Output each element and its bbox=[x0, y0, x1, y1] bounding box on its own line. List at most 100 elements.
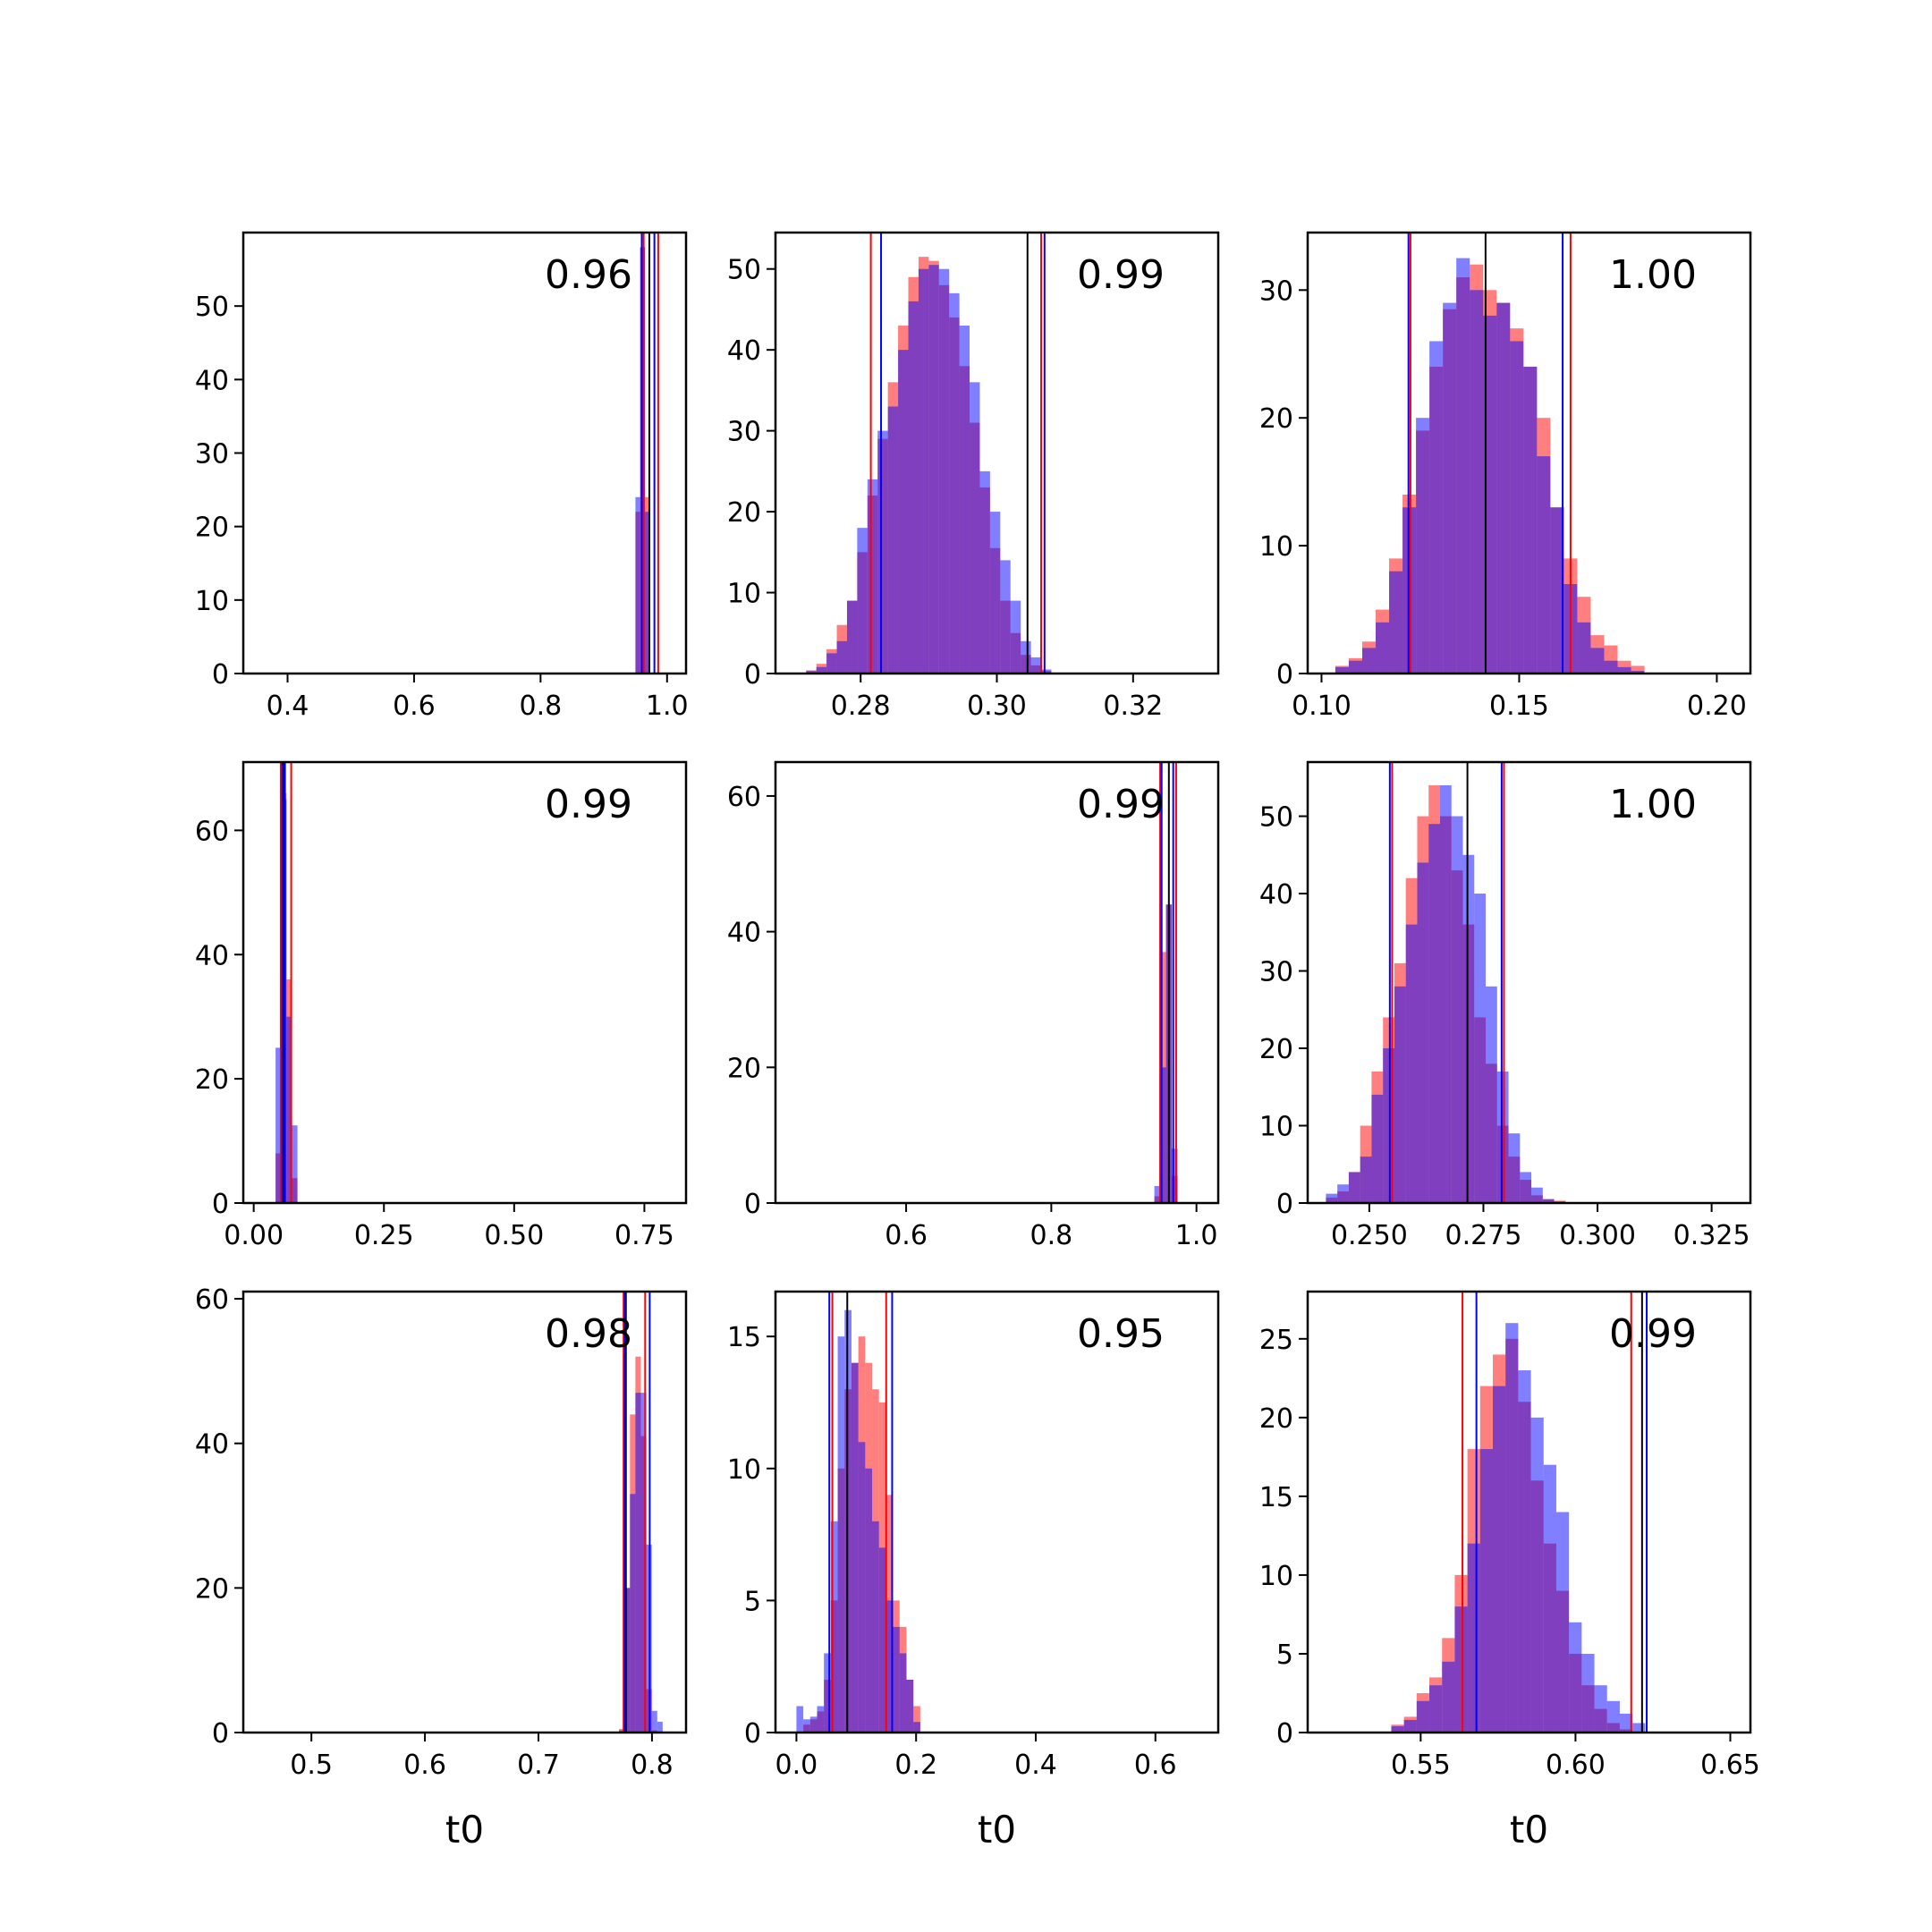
blue-histogram-bar bbox=[846, 600, 858, 674]
y-tick-label: 0 bbox=[1276, 1189, 1293, 1220]
blue-histogram-bar bbox=[1337, 1184, 1349, 1203]
blue-histogram-bar bbox=[830, 1521, 838, 1733]
blue-histogram-bar bbox=[867, 479, 878, 674]
plot-area bbox=[635, 233, 659, 674]
blue-histogram-bar bbox=[1010, 600, 1021, 674]
blue-histogram-bar bbox=[851, 1362, 859, 1733]
blue-histogram-bar bbox=[1000, 560, 1011, 674]
blue-histogram-bar bbox=[645, 512, 650, 674]
panel-score-label: 0.99 bbox=[1609, 1311, 1697, 1357]
x-tick-label: 1.0 bbox=[1175, 1220, 1218, 1251]
blue-histogram-bar bbox=[1508, 1133, 1521, 1203]
x-tick-label: 0.75 bbox=[614, 1220, 674, 1251]
blue-histogram-bar bbox=[635, 1393, 641, 1733]
blue-histogram-bar bbox=[1376, 622, 1390, 674]
x-tick-label: 0.6 bbox=[393, 691, 436, 722]
x-tick-label: 0.00 bbox=[224, 1220, 284, 1251]
blue-histogram-bar bbox=[837, 1336, 845, 1733]
x-tick-label: 0.28 bbox=[831, 691, 891, 722]
blue-histogram-bar bbox=[640, 1393, 647, 1733]
y-tick-label: 40 bbox=[727, 918, 761, 949]
blue-histogram-bar bbox=[1606, 1700, 1620, 1733]
y-tick-label: 15 bbox=[1259, 1482, 1293, 1513]
y-tick-label: 50 bbox=[727, 255, 761, 286]
blue-histogram-bar bbox=[918, 268, 929, 674]
blue-histogram-bar bbox=[1361, 648, 1377, 674]
blue-histogram-bar bbox=[893, 1626, 900, 1733]
blue-histogram-bar bbox=[928, 265, 939, 674]
plot-area bbox=[796, 1292, 920, 1733]
y-tick-label: 20 bbox=[1259, 1403, 1293, 1435]
blue-histogram-bar bbox=[1479, 1449, 1493, 1733]
x-tick-label: 0.55 bbox=[1391, 1750, 1451, 1781]
blue-histogram-bar bbox=[1518, 1370, 1531, 1733]
blue-histogram-bar bbox=[1030, 657, 1041, 674]
blue-histogram-bar bbox=[1569, 1622, 1582, 1733]
blue-histogram-bar bbox=[872, 1521, 879, 1733]
blue-histogram-bar bbox=[826, 653, 837, 674]
blue-histogram-bar bbox=[1041, 669, 1052, 674]
blue-histogram-bar bbox=[1590, 648, 1605, 674]
y-tick-label: 20 bbox=[1259, 1034, 1293, 1065]
blue-histogram-bar bbox=[1510, 341, 1524, 674]
x-tick-label: 0.15 bbox=[1489, 691, 1549, 722]
x-tick-label: 0.32 bbox=[1103, 691, 1163, 722]
x-tick-label: 0.8 bbox=[631, 1750, 674, 1781]
blue-histogram-bar bbox=[1416, 1700, 1430, 1733]
plot-area bbox=[1335, 233, 1645, 674]
blue-histogram-bar bbox=[1462, 854, 1475, 1203]
blue-histogram-bar bbox=[1632, 1723, 1646, 1733]
y-tick-label: 40 bbox=[195, 940, 229, 971]
y-tick-label: 0 bbox=[1276, 1718, 1293, 1750]
y-tick-label: 0 bbox=[744, 1718, 761, 1750]
panel-score-label: 0.98 bbox=[545, 1311, 632, 1357]
x-tick-label: 0.10 bbox=[1292, 691, 1352, 722]
x-tick-label: 0.4 bbox=[267, 691, 309, 722]
y-tick-label: 60 bbox=[727, 782, 761, 813]
blue-histogram-bar bbox=[806, 671, 817, 674]
axes-frame bbox=[242, 231, 688, 675]
blue-histogram-bar bbox=[1428, 824, 1440, 1203]
blue-histogram-bar bbox=[979, 470, 990, 674]
x-tick-label: 0.4 bbox=[1014, 1750, 1057, 1781]
blue-histogram-bar bbox=[816, 666, 827, 674]
histogram-panel: 0.5 0.6 0.7 0.8 0 20 40 60 0.98 t0 bbox=[195, 1284, 688, 1852]
blue-histogram-bar bbox=[817, 1706, 825, 1733]
y-tick-label: 20 bbox=[195, 1064, 229, 1096]
axes-frame bbox=[242, 1290, 688, 1734]
panel-score-label: 0.99 bbox=[1077, 782, 1165, 827]
blue-histogram-bar bbox=[1496, 302, 1511, 674]
y-tick-label: 10 bbox=[195, 586, 229, 617]
blue-histogram-bar bbox=[913, 1722, 920, 1733]
blue-histogram-bar bbox=[865, 1468, 873, 1733]
x-axis-label: t0 bbox=[978, 1808, 1016, 1852]
y-tick-label: 5 bbox=[744, 1586, 761, 1617]
y-tick-label: 10 bbox=[1259, 1112, 1293, 1143]
blue-histogram-bar bbox=[1520, 1172, 1532, 1203]
blue-histogram-bar bbox=[1531, 1187, 1543, 1203]
blue-histogram-bar bbox=[1429, 1685, 1443, 1733]
y-tick-label: 10 bbox=[727, 579, 761, 610]
x-tick-label: 0.25 bbox=[354, 1220, 414, 1251]
y-tick-label: 30 bbox=[1259, 275, 1293, 307]
blue-histogram-bar bbox=[1348, 660, 1362, 674]
x-tick-label: 0.60 bbox=[1546, 1750, 1606, 1781]
x-tick-label: 1.0 bbox=[646, 691, 689, 722]
blue-histogram-bar bbox=[624, 1588, 631, 1733]
x-tick-label: 0.7 bbox=[517, 1750, 560, 1781]
blue-histogram-bar bbox=[970, 382, 980, 674]
plot-area bbox=[806, 233, 1052, 674]
y-tick-label: 25 bbox=[1259, 1325, 1293, 1356]
blue-histogram-bar bbox=[1496, 1071, 1509, 1203]
axes-frame bbox=[774, 1290, 1220, 1734]
blue-histogram-bar bbox=[906, 1679, 914, 1733]
blue-histogram-bar bbox=[1417, 862, 1429, 1203]
histogram-panel: 0.4 0.6 0.8 1.0 0 10 20 30 40 50 0.96 bbox=[195, 231, 689, 722]
y-tick-label: 0 bbox=[744, 1189, 761, 1220]
blue-histogram-bar bbox=[908, 301, 919, 674]
y-tick-label: 0 bbox=[1276, 659, 1293, 691]
y-tick-label: 20 bbox=[727, 1053, 761, 1084]
blue-histogram-bar bbox=[1470, 290, 1484, 674]
axes-frame bbox=[1306, 1290, 1752, 1734]
